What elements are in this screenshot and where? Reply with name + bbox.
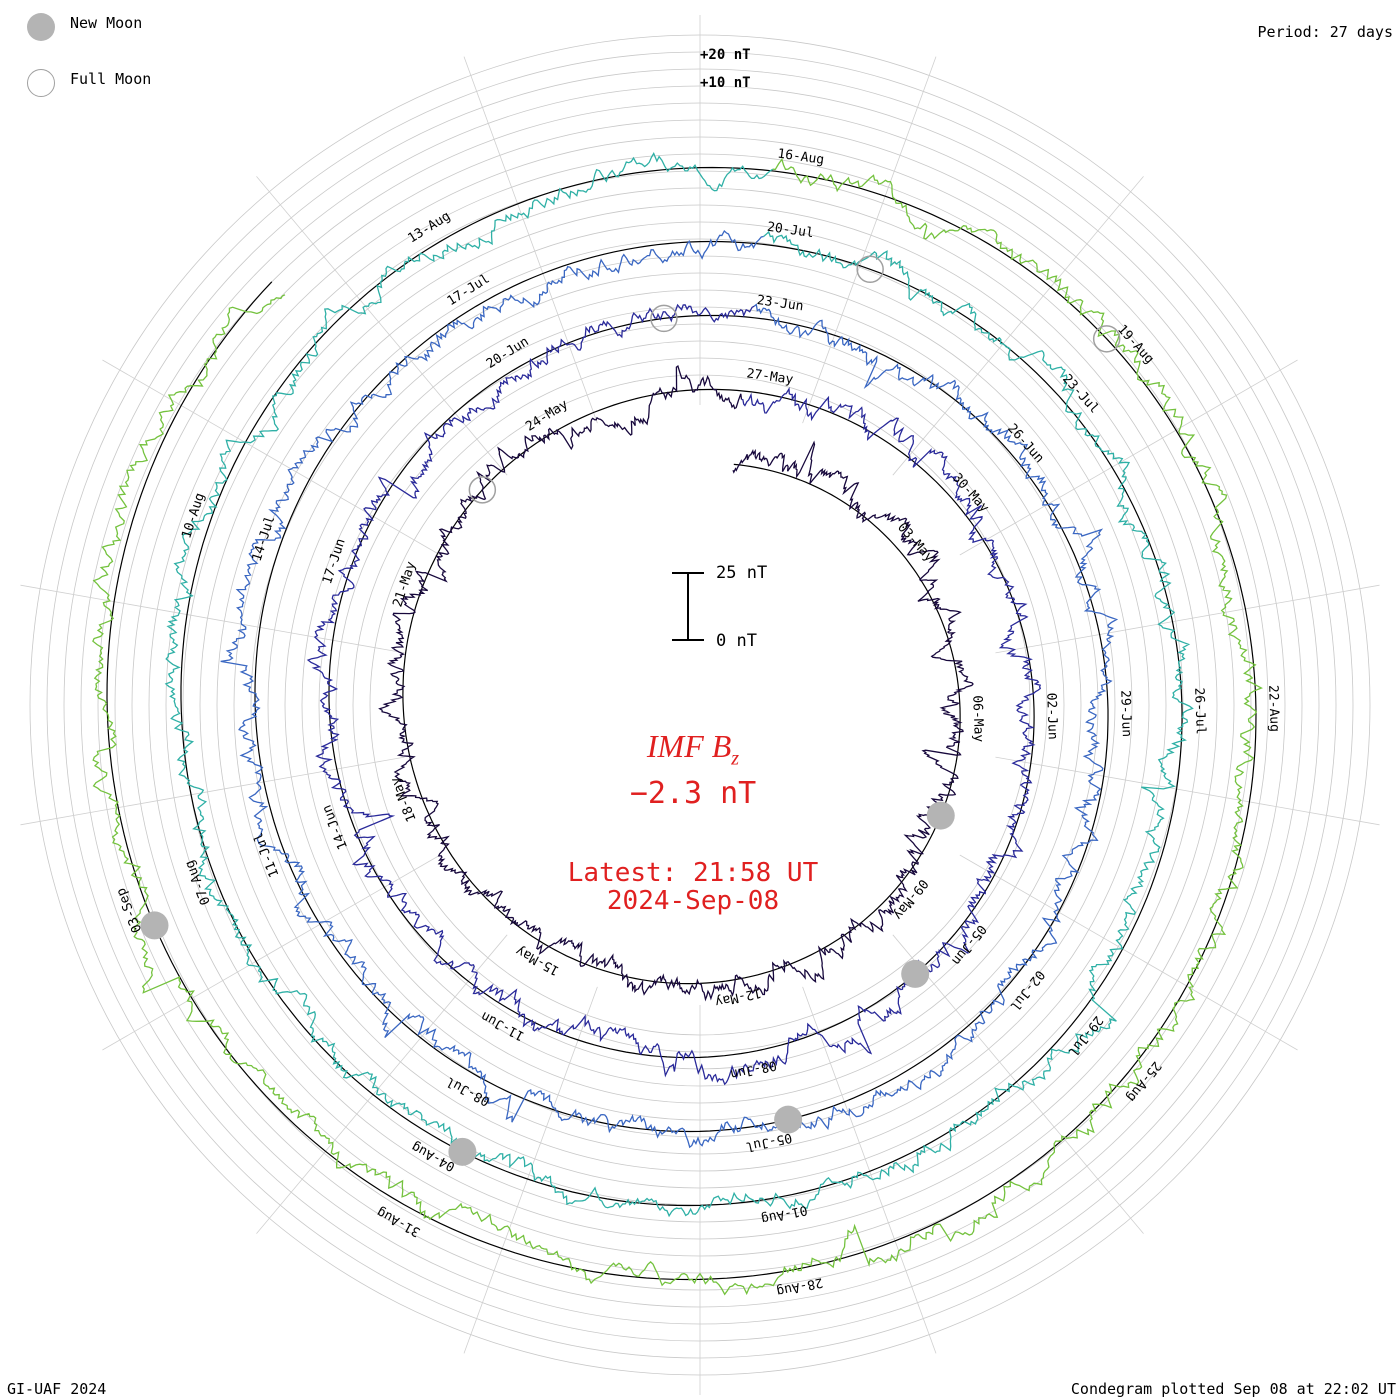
- date-label: 30-May: [949, 471, 992, 516]
- bz-trace: [92, 152, 1263, 1296]
- grid-circle: [284, 289, 1116, 1121]
- scale-bar-top-label: 25 nT: [716, 563, 768, 583]
- date-label: 29-Jun: [1117, 690, 1134, 737]
- date-label: 16-Aug: [776, 146, 825, 167]
- radial-spoke: [20, 756, 405, 826]
- date-label: 20-Jun: [484, 334, 532, 372]
- radial-spoke: [995, 584, 1380, 654]
- plot-timestamp: Condegram plotted Sep 08 at 22:02 UT: [1070, 1380, 1396, 1398]
- date-label: 02-Jun: [1043, 692, 1060, 739]
- new-moon-marker: [140, 911, 169, 940]
- radial-spoke: [995, 756, 1380, 826]
- latest-date: 2024-Sep-08: [606, 886, 780, 916]
- bz-trace-segment: [92, 157, 1263, 1296]
- date-label: 03-May: [894, 520, 937, 565]
- date-label: 10-Aug: [179, 491, 208, 540]
- date-label: 31-Aug: [374, 1204, 423, 1239]
- new-moon-marker: [448, 1137, 477, 1166]
- full-moon-marker: [650, 304, 678, 333]
- date-label: 27-May: [746, 366, 795, 387]
- full-moon-marker: [856, 255, 884, 284]
- radial-spoke: [959, 854, 1298, 1051]
- date-label: 02-Jul: [1007, 967, 1048, 1013]
- bz-trace-segment: [220, 229, 1119, 1149]
- radial-spoke: [802, 56, 937, 424]
- radial-spoke: [256, 176, 508, 476]
- date-label: 08-Jun: [729, 1057, 778, 1081]
- date-label: 28-Aug: [775, 1274, 824, 1298]
- new-moon-marker: [926, 801, 955, 830]
- scale-bar: [672, 572, 704, 641]
- credit-label: GI-UAF 2024: [7, 1380, 107, 1398]
- new-moon-marker: [901, 959, 930, 988]
- latest-time: Latest: 21:58 UT: [567, 858, 819, 888]
- reference-label-10nt: +10 nT: [700, 75, 751, 91]
- radial-spoke: [463, 986, 598, 1354]
- new-moon-marker: [774, 1105, 803, 1134]
- new-moon-legend-label: New Moon: [70, 14, 143, 32]
- radial-spoke: [802, 986, 937, 1354]
- current-value: −2.3 nT: [629, 776, 757, 811]
- date-label: 17-Jun: [320, 537, 349, 586]
- date-label: 01-Aug: [760, 1202, 809, 1226]
- date-label: 21-May: [390, 560, 419, 609]
- moon-markers: [140, 255, 1121, 1166]
- radial-spoke: [20, 584, 405, 654]
- full-moon-marker: [1092, 325, 1121, 353]
- full-moon-marker: [468, 476, 497, 504]
- radial-spoke: [256, 934, 508, 1234]
- bz-trace-segment: [378, 365, 974, 1002]
- bz-trace-segment: [306, 303, 1042, 1086]
- radial-spoke: [463, 56, 598, 424]
- radial-spoke: [102, 359, 441, 556]
- grid-circle: [369, 374, 1031, 1036]
- date-label: 23-Jun: [756, 293, 805, 314]
- radial-spoke: [892, 934, 1144, 1234]
- bz-trace-segment: [164, 152, 1194, 1218]
- date-label: 25-Aug: [1123, 1058, 1164, 1104]
- zero-reference-spiral: [106, 166, 1257, 1281]
- date-label: 26-Jul: [1191, 687, 1208, 734]
- full-moon-legend-label: Full Moon: [70, 70, 152, 88]
- date-label: 22-Aug: [1265, 685, 1282, 732]
- quantity-title: IMF Bz: [646, 728, 740, 770]
- date-label: 06-May: [969, 695, 986, 743]
- date-label: 20-Jul: [766, 220, 815, 241]
- date-label: 14-Jul: [250, 514, 279, 563]
- radial-spoke: [959, 359, 1298, 556]
- radial-spoke: [892, 176, 1144, 476]
- reference-label-20nt: +20 nT: [700, 47, 751, 63]
- zero-spiral: [106, 166, 1257, 1281]
- grid-circle: [318, 323, 1082, 1087]
- date-label: 29-Jul: [1065, 1013, 1106, 1059]
- full-moon-legend-icon: [27, 69, 55, 97]
- date-label: 13-Aug: [405, 209, 453, 247]
- new-moon-legend-icon: [27, 13, 55, 41]
- period-label: Period: 27 days: [1257, 23, 1393, 41]
- grid-circles: [20, 15, 1380, 1395]
- scale-bar-bottom-label: 0 nT: [716, 631, 757, 651]
